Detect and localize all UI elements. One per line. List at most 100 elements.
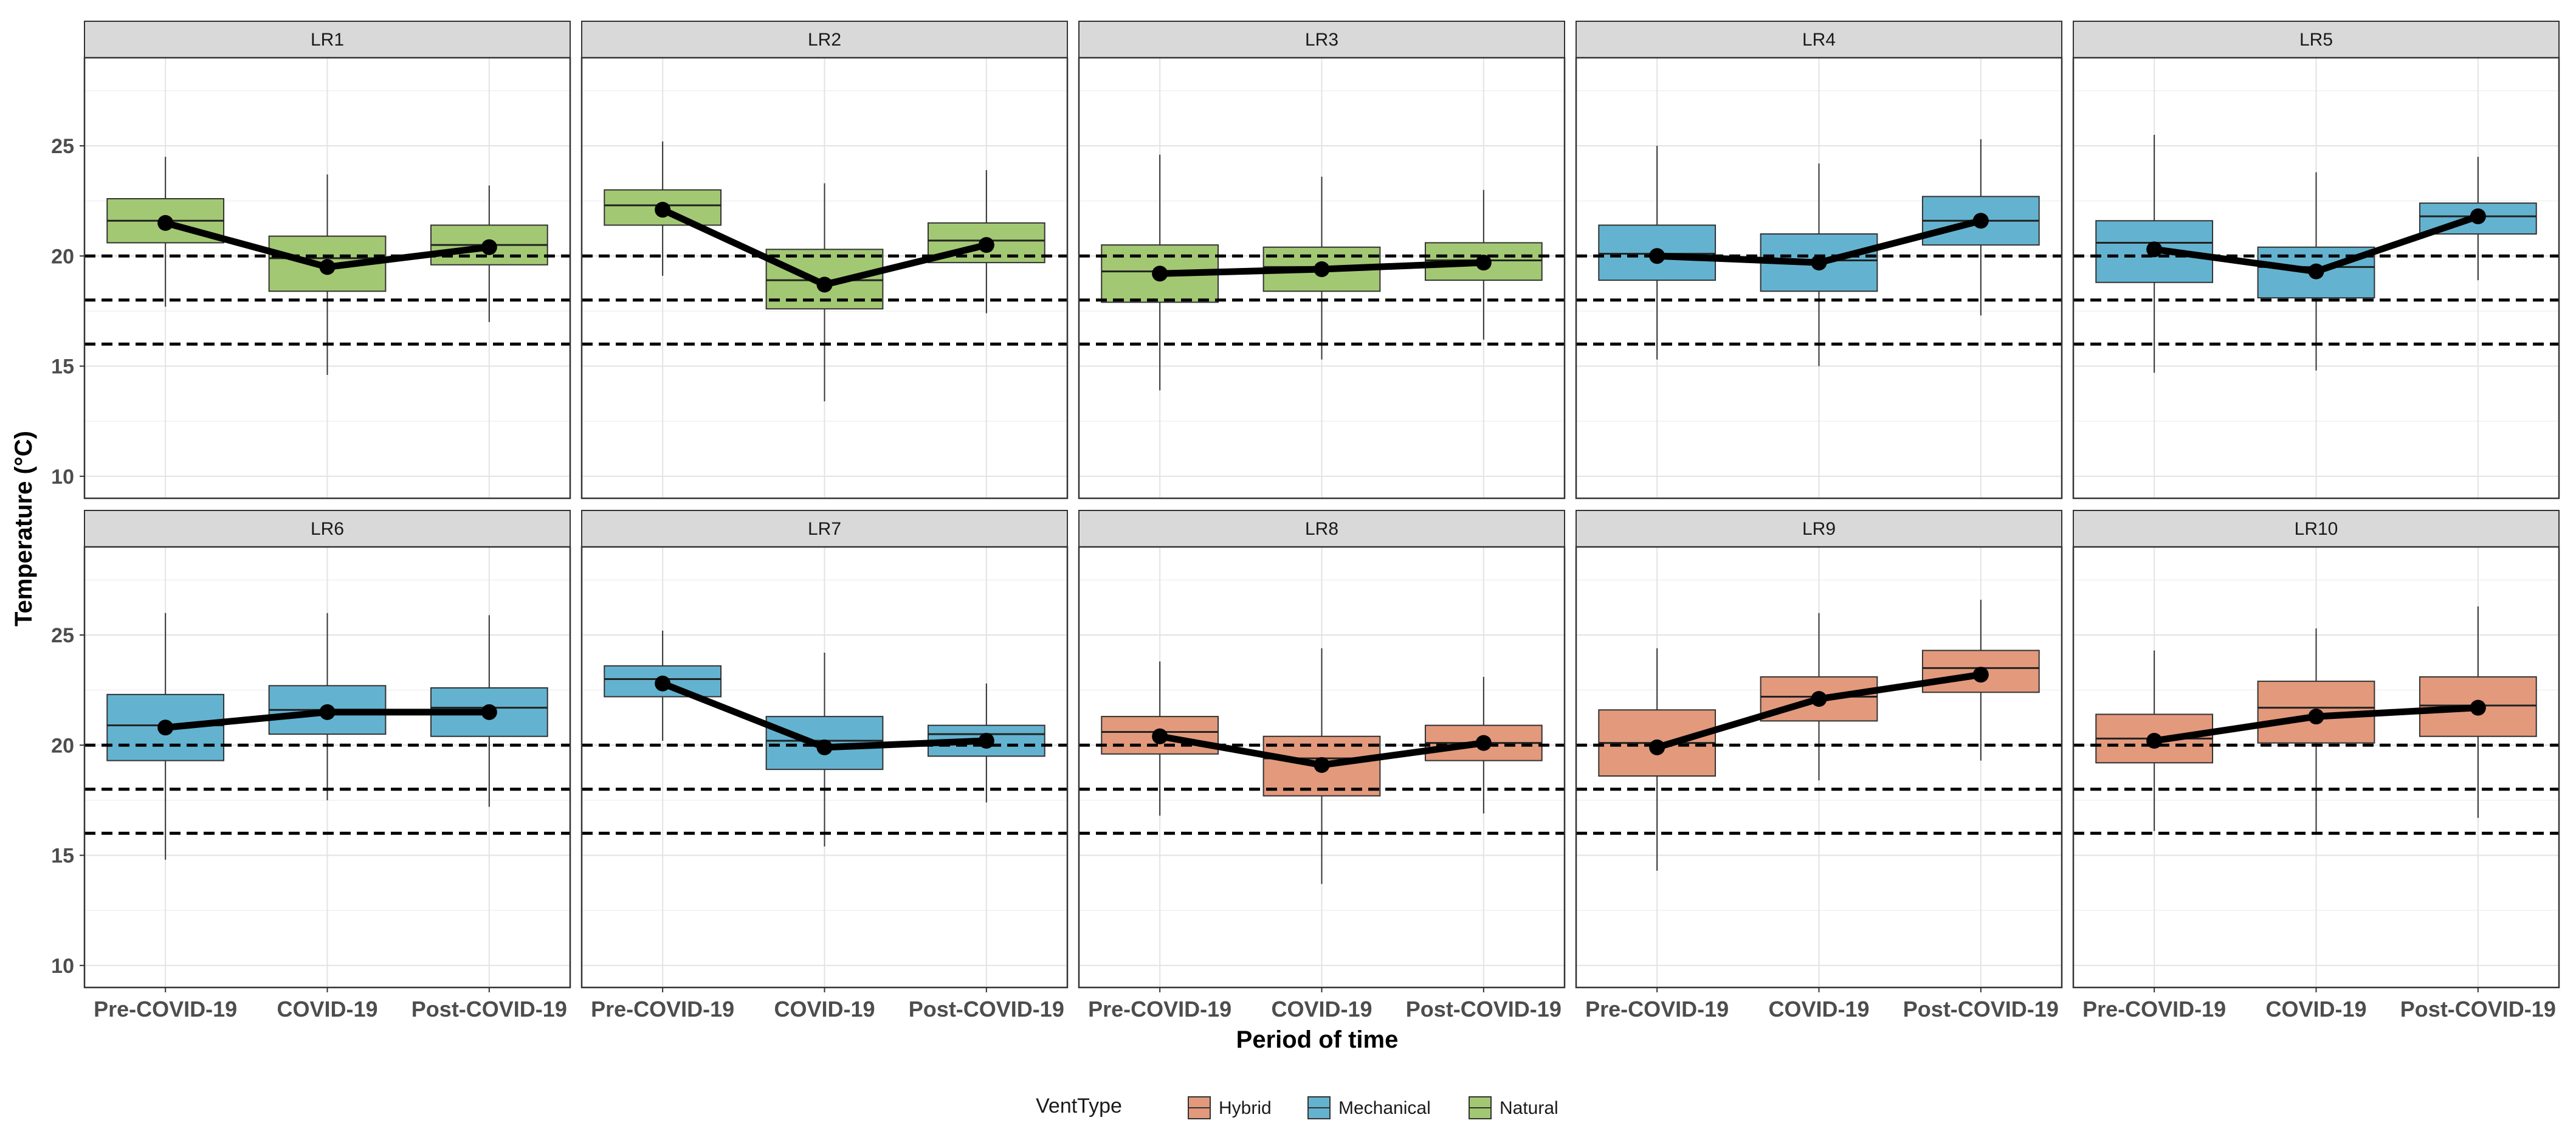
mean-point	[816, 739, 833, 755]
mean-point	[1152, 728, 1168, 744]
x-axis-title: Period of time	[1236, 1026, 1399, 1053]
mean-point	[319, 704, 336, 720]
legend-item-natural: Natural	[1469, 1096, 1558, 1119]
legend-items: Hybrid Mechanical Natural	[1188, 1096, 1558, 1119]
y-tick-label: 25	[51, 624, 74, 647]
panel-lr5: LR5	[2072, 21, 2560, 500]
mean-point	[2146, 733, 2163, 749]
mean-point	[481, 239, 497, 255]
panel-strip	[84, 21, 571, 58]
x-tick-label: COVID-19	[774, 997, 875, 1022]
y-tick-label: 15	[51, 845, 74, 868]
x-tick-label: Post-COVID-19	[909, 997, 1064, 1022]
y-tick-label: 20	[51, 734, 74, 757]
mean-point	[1475, 735, 1492, 751]
panel-strip	[2073, 21, 2560, 58]
x-tick-label: Pre-COVID-19	[1088, 997, 1231, 1022]
mean-point	[655, 202, 671, 218]
panel-lr3: LR3	[1078, 21, 1566, 500]
panel-lr7: LR7	[580, 510, 1069, 989]
panel-lr10: LR10	[2072, 510, 2560, 989]
x-tick-label: Post-COVID-19	[1406, 997, 1562, 1022]
mean-point	[1314, 261, 1330, 277]
panel-border	[83, 57, 571, 500]
mean-point	[655, 675, 671, 692]
mean-point	[1649, 248, 1665, 264]
panel-lr9: LR9	[1575, 510, 2063, 989]
panel-strip	[1078, 510, 1565, 548]
panel-strip-label: LR2	[808, 30, 841, 50]
mean-point	[1314, 757, 1330, 773]
panels-layer: LR1 LR2 LR3 LR4 LR5 LR6 LR7 LR8 LR9 LR10	[83, 21, 2560, 989]
panel-strip	[2073, 510, 2560, 548]
legend: VentType Hybrid Mechanical Natural	[1036, 1094, 1558, 1119]
x-tick-label: Pre-COVID-19	[591, 997, 734, 1022]
y-tick-label: 10	[51, 955, 74, 978]
panel-strip-label: LR5	[2299, 30, 2333, 50]
axes-layer: Pre-COVID-19 COVID-19 Post-COVID-19 Pre-COV…	[51, 135, 2556, 1022]
legend-label: Hybrid	[1219, 1098, 1272, 1118]
x-tick-label: Post-COVID-19	[412, 997, 567, 1022]
mean-point	[2308, 263, 2324, 280]
y-axis-title: Temperature (°C)	[10, 431, 37, 627]
panel-strip-label: LR8	[1305, 519, 1338, 539]
panel-strip-label: LR6	[311, 519, 344, 539]
legend-label: Natural	[1500, 1098, 1558, 1118]
panel-strip	[581, 510, 1068, 548]
mean-point	[319, 259, 336, 275]
y-tick-label: 15	[51, 355, 74, 379]
x-tick-label: Post-COVID-19	[1903, 997, 2059, 1022]
mean-point	[1649, 739, 1665, 755]
legend-label: Mechanical	[1338, 1098, 1431, 1118]
panel-strip-label: LR9	[1802, 519, 1836, 539]
mean-point	[1475, 255, 1492, 271]
x-tick-label: COVID-19	[1271, 997, 1372, 1022]
panel-strip-label: LR10	[2295, 519, 2338, 539]
panel-lr8: LR8	[1078, 510, 1566, 989]
panel-strip	[1576, 21, 2062, 58]
y-tick-label: 10	[51, 465, 74, 489]
mean-point	[157, 719, 174, 736]
panel-strip-label: LR7	[808, 519, 841, 539]
mean-point	[978, 237, 994, 253]
mean-point	[978, 733, 994, 749]
panel-border	[1575, 57, 2063, 500]
mean-point	[1811, 691, 1827, 707]
box-lr9-pre-covid-19	[1598, 648, 1717, 871]
panel-border	[580, 57, 1069, 500]
x-tick-label: Pre-COVID-19	[1585, 997, 1729, 1022]
box-iqr	[1101, 716, 1219, 755]
panel-strip	[1576, 510, 2062, 548]
mean-point	[1811, 255, 1827, 271]
box-lr7-pre-covid-19	[604, 630, 722, 741]
panel-lr1: LR1	[83, 21, 571, 500]
legend-item-hybrid: Hybrid	[1188, 1096, 1272, 1119]
legend-title: VentType	[1036, 1094, 1122, 1118]
panel-strip	[1078, 21, 1565, 58]
panel-strip-label: LR1	[311, 30, 344, 50]
panel-lr2: LR2	[580, 21, 1069, 500]
x-tick-label: Pre-COVID-19	[2082, 997, 2226, 1022]
y-tick-label: 25	[51, 135, 74, 158]
panel-strip-label: LR4	[1802, 30, 1836, 50]
panel-strip-label: LR3	[1305, 30, 1338, 50]
mean-point	[2308, 709, 2324, 725]
panel-lr4: LR4	[1575, 21, 2063, 500]
panel-strip	[84, 510, 571, 548]
panel-lr6: LR6	[83, 510, 571, 989]
mean-point	[157, 215, 174, 231]
y-tick-label: 20	[51, 245, 74, 268]
x-tick-label: Pre-COVID-19	[94, 997, 237, 1022]
x-tick-label: COVID-19	[1768, 997, 1869, 1022]
x-tick-label: COVID-19	[277, 997, 377, 1022]
mean-point	[2470, 208, 2486, 224]
mean-point	[481, 704, 497, 720]
x-tick-label: COVID-19	[2265, 997, 2366, 1022]
box-lr8-pre-covid-19	[1101, 661, 1219, 816]
mean-point	[1972, 667, 1989, 683]
mean-point	[1972, 213, 1989, 229]
panel-strip	[581, 21, 1068, 58]
mean-point	[816, 276, 833, 293]
mean-point	[2146, 241, 2163, 258]
